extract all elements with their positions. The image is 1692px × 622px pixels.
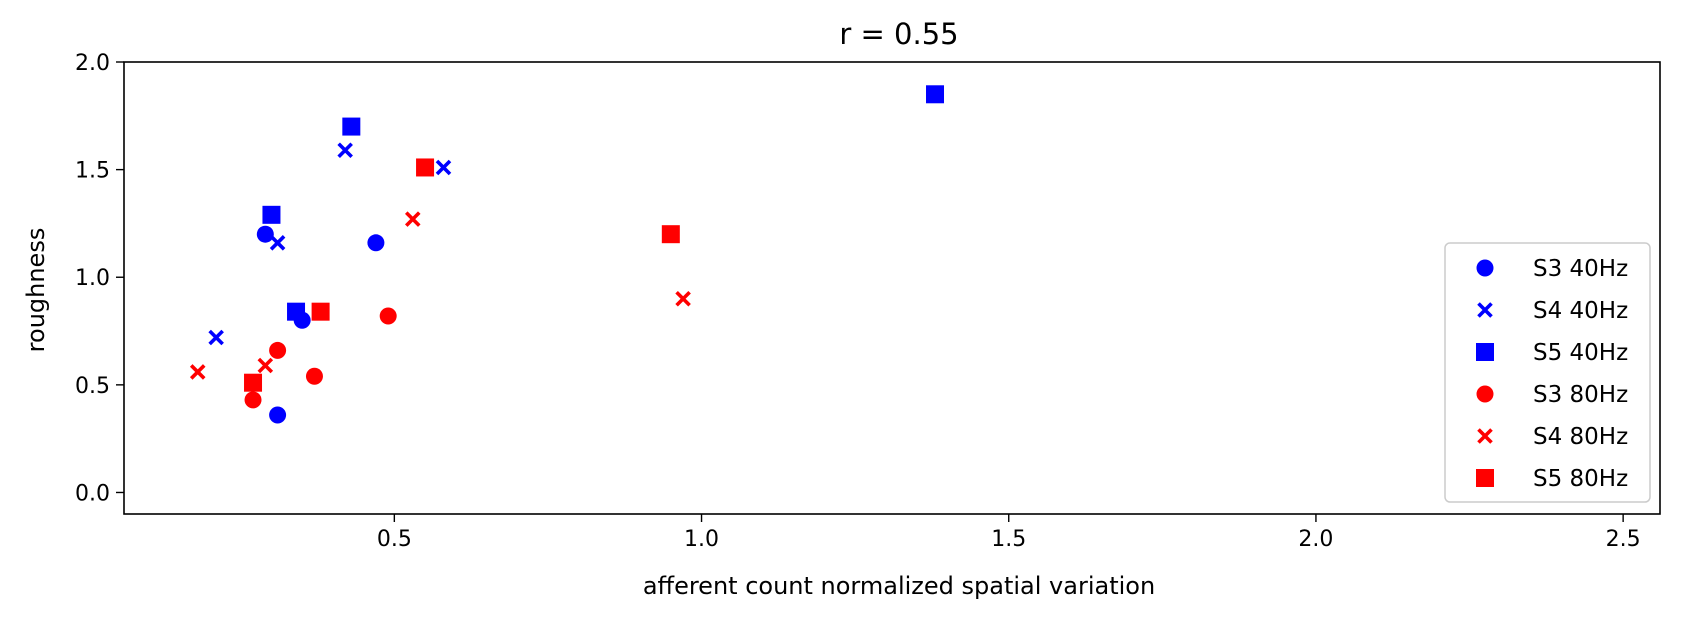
data-point (269, 341, 287, 359)
data-point (379, 307, 397, 325)
data-point (244, 391, 262, 409)
legend-label: S4 80Hz (1533, 424, 1628, 450)
data-point (416, 158, 435, 177)
y-axis-label: roughness (22, 228, 50, 353)
legend: S3 40Hz S4 40Hz S5 40Hz S3 80Hz S4 80Hz S5 80… (1444, 242, 1651, 503)
data-point (661, 225, 680, 244)
data-point (342, 117, 361, 136)
y-tick-label: 1.0 (75, 266, 110, 291)
data-point (189, 364, 206, 380)
data-point (269, 235, 286, 251)
x-axis-label: afferent count normalized spatial variat… (643, 572, 1155, 600)
data-point (404, 211, 421, 227)
data-point (311, 302, 330, 321)
legend-marker (1476, 343, 1494, 361)
legend-label: S5 40Hz (1533, 340, 1628, 366)
legend-frame (1444, 242, 1651, 503)
y-tick-label: 0.0 (75, 481, 110, 506)
data-point (269, 406, 287, 424)
data-markers (189, 85, 945, 424)
data-point (367, 234, 385, 252)
data-point (287, 302, 306, 321)
legend-label: S3 80Hz (1533, 382, 1628, 408)
legend-marker (1476, 469, 1494, 487)
chart-title: r = 0.55 (839, 17, 958, 51)
data-point (337, 142, 353, 159)
y-axis: 0.0 0.5 1.0 1.5 2.0 (75, 51, 124, 506)
y-tick-label: 1.5 (75, 159, 110, 184)
data-point (244, 373, 263, 392)
data-point (305, 367, 323, 385)
y-tick-label: 2.0 (75, 51, 110, 76)
legend-marker (1476, 259, 1494, 277)
plot-area: 0.5 1.0 1.5 2.0 2.5 0.0 0.5 1.0 1.5 2.0 (75, 51, 1661, 552)
data-point (675, 290, 691, 307)
data-point (435, 159, 452, 176)
plot-frame (123, 61, 1661, 515)
x-tick-label: 2.0 (1298, 527, 1333, 552)
legend-label: S3 40Hz (1533, 256, 1628, 282)
data-point (926, 85, 945, 104)
legend-marker (1476, 385, 1494, 403)
legend-marker (1477, 302, 1493, 318)
legend-marker (1477, 428, 1493, 444)
data-point (262, 205, 281, 224)
data-point (257, 357, 274, 374)
x-tick-label: 1.5 (991, 527, 1026, 552)
legend-label: S5 80Hz (1533, 466, 1628, 492)
y-tick-label: 0.5 (75, 374, 110, 399)
x-tick-label: 2.5 (1606, 527, 1641, 552)
data-point (208, 329, 224, 346)
x-axis: 0.5 1.0 1.5 2.0 2.5 (377, 514, 1641, 552)
x-tick-label: 1.0 (684, 527, 719, 552)
x-tick-label: 0.5 (377, 527, 412, 552)
data-point (256, 225, 274, 243)
legend-label: S4 40Hz (1533, 298, 1628, 324)
